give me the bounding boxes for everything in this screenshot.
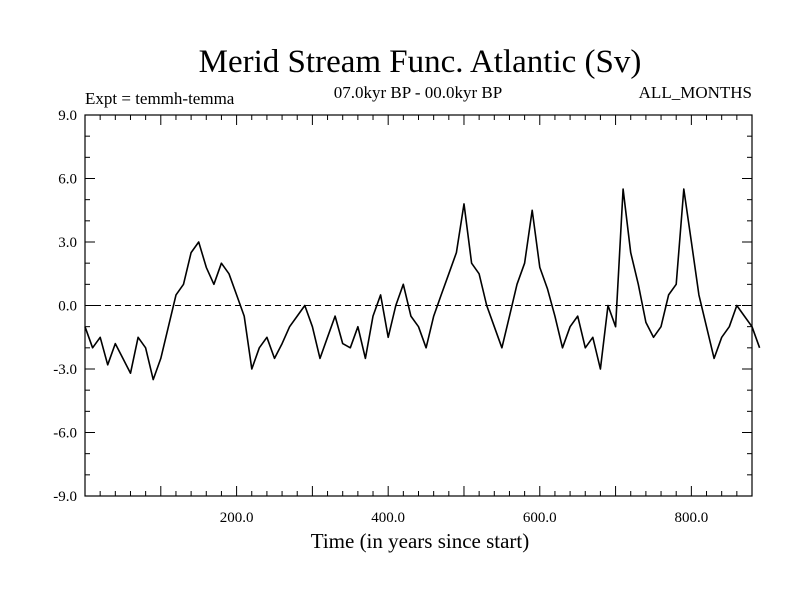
time-range-label: 07.0kyr BP - 00.0kyr BP xyxy=(334,83,502,102)
y-tick-label: -6.0 xyxy=(53,426,77,442)
y-tick-label: -3.0 xyxy=(53,362,77,378)
chart-title: Merid Stream Func. Atlantic (Sv) xyxy=(199,44,642,80)
y-tick-label: 6.0 xyxy=(58,172,77,188)
x-tick-label: 800.0 xyxy=(674,510,708,526)
x-tick-label: 400.0 xyxy=(371,510,405,526)
months-label: ALL_MONTHS xyxy=(639,83,752,102)
plot-area: -9.0 -6.0 -3.0 0.0 3.0 6.0 9.0 200.0 400.0 600.0 8… xyxy=(53,108,761,526)
x-tick-label: 600.0 xyxy=(523,510,557,526)
y-tick-label: 9.0 xyxy=(58,108,77,124)
experiment-label: Expt = temmh-temma xyxy=(85,89,235,108)
y-tick-label: -9.0 xyxy=(53,489,77,505)
x-tick-label: 200.0 xyxy=(220,510,254,526)
x-axis-label: Time (in years since start) xyxy=(311,529,530,553)
series-line-temmh-temma xyxy=(84,188,761,381)
y-tick-label: 3.0 xyxy=(58,235,77,251)
y-tick-label: 0.0 xyxy=(58,299,77,315)
